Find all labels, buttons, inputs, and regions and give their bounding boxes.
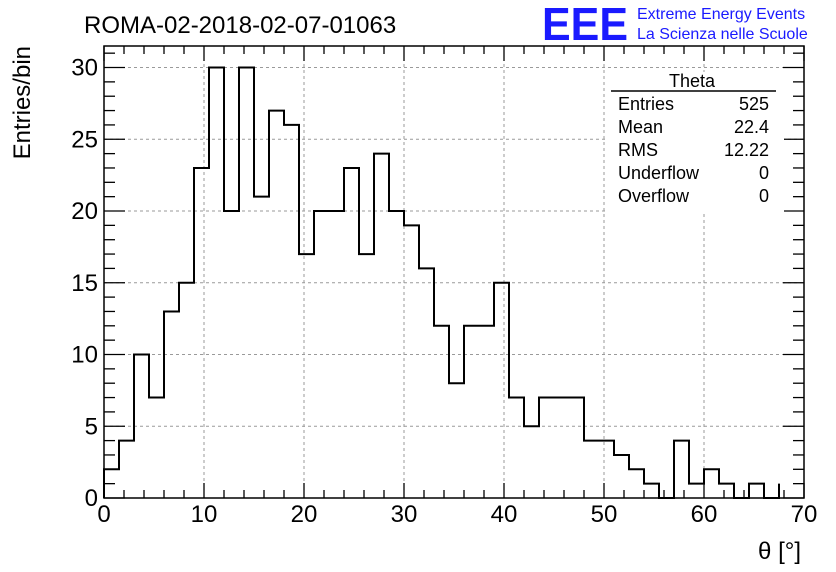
- x-tick-label: 20: [291, 501, 318, 528]
- histogram-bin: [359, 254, 374, 498]
- histogram-bin: [224, 211, 239, 498]
- histogram-bin: [569, 398, 584, 498]
- histogram-bin: [134, 355, 149, 498]
- x-axis-label: θ [°]: [758, 538, 801, 565]
- histogram-bin: [434, 326, 449, 498]
- stats-label: Mean: [618, 117, 663, 137]
- stats-value: 22.4: [734, 117, 769, 137]
- histogram-bin: [179, 283, 194, 498]
- x-tick-label: 0: [97, 501, 110, 528]
- stats-label: RMS: [618, 140, 658, 160]
- x-tick-labels: 0 10 20 30 40 50 60 70: [97, 501, 817, 528]
- histogram-bin: [344, 168, 359, 498]
- logo-line2: La Scienza nelle Scuole: [637, 26, 808, 43]
- histogram-bin: [644, 484, 659, 498]
- histogram-bin: [539, 398, 554, 498]
- histogram-bin: [599, 441, 614, 498]
- histogram-bin: [269, 111, 284, 498]
- x-tick-label: 30: [391, 501, 418, 528]
- logo-mark: EEE: [542, 0, 628, 50]
- histogram-bin: [614, 455, 629, 498]
- stats-value: 0: [759, 163, 769, 183]
- histogram-bin: [329, 211, 344, 498]
- histogram-bin: [494, 283, 509, 498]
- histogram-bin: [389, 211, 404, 498]
- logo: EEE Extreme Energy Events La Scienza nel…: [542, 0, 808, 50]
- x-tick-label: 50: [591, 501, 618, 528]
- x-tick-label: 40: [491, 501, 518, 528]
- histogram-bin: [119, 441, 134, 498]
- y-tick-label: 5: [85, 413, 98, 440]
- histogram-bin: [524, 426, 539, 498]
- histogram-bin: [164, 311, 179, 498]
- histogram-bin: [299, 254, 314, 498]
- y-tick-label: 0: [85, 485, 98, 512]
- stats-label: Entries: [618, 94, 674, 114]
- plot-frame: [103, 45, 805, 499]
- y-tick-labels: 0 5 10 15 20 25 30: [71, 55, 98, 512]
- histogram-bin: [194, 168, 209, 498]
- histogram-bin: [419, 268, 434, 498]
- stats-title: Theta: [669, 71, 716, 91]
- stats-value: 12.22: [724, 140, 769, 160]
- histogram-bin: [449, 383, 464, 498]
- histogram-line: [103, 66, 780, 499]
- histogram-bin: [479, 326, 494, 498]
- histogram-bin: [464, 326, 479, 498]
- chart-title: ROMA-02-2018-02-07-01063: [84, 12, 396, 39]
- histogram-bin: [584, 441, 599, 498]
- logo-line1: Extreme Energy Events: [637, 6, 805, 23]
- stats-box: Theta Entries 525 Mean 22.4 RMS 12.22 Underflo…: [606, 71, 784, 212]
- histogram-bin: [209, 68, 224, 498]
- histogram-bin: [749, 484, 764, 498]
- y-tick-label: 25: [71, 126, 98, 153]
- histogram-bin: [149, 398, 164, 498]
- y-tick-label: 15: [71, 270, 98, 297]
- histogram-bin: [254, 197, 269, 498]
- stats-rows: Entries 525 Mean 22.4 RMS 12.22 Underflow 0 Over…: [618, 94, 769, 206]
- x-tick-label: 10: [191, 501, 218, 528]
- histogram-bin: [509, 398, 524, 498]
- stats-label: Underflow: [618, 163, 700, 183]
- histogram-bin: [314, 211, 329, 498]
- axis-ticks: [103, 46, 805, 499]
- histogram-bin: [674, 441, 689, 498]
- x-tick-label: 70: [791, 501, 818, 528]
- y-axis-label: Entries/bin: [9, 46, 36, 159]
- histogram-bin: [689, 484, 704, 498]
- y-tick-label: 20: [71, 198, 98, 225]
- stats-label: Overflow: [618, 186, 690, 206]
- histogram-bin: [404, 225, 419, 498]
- histogram-bin: [374, 154, 389, 498]
- stats-box-background: [606, 72, 784, 212]
- stats-value: 0: [759, 186, 769, 206]
- histogram-bin: [719, 484, 734, 498]
- histogram-bin: [239, 68, 254, 498]
- histogram-bin: [704, 469, 719, 498]
- histogram-bin: [284, 125, 299, 498]
- y-tick-label: 10: [71, 342, 98, 369]
- histogram-bin: [629, 469, 644, 498]
- y-tick-label: 30: [71, 55, 98, 82]
- histogram-bin: [554, 398, 569, 498]
- stats-value: 525: [739, 94, 769, 114]
- x-tick-label: 60: [691, 501, 718, 528]
